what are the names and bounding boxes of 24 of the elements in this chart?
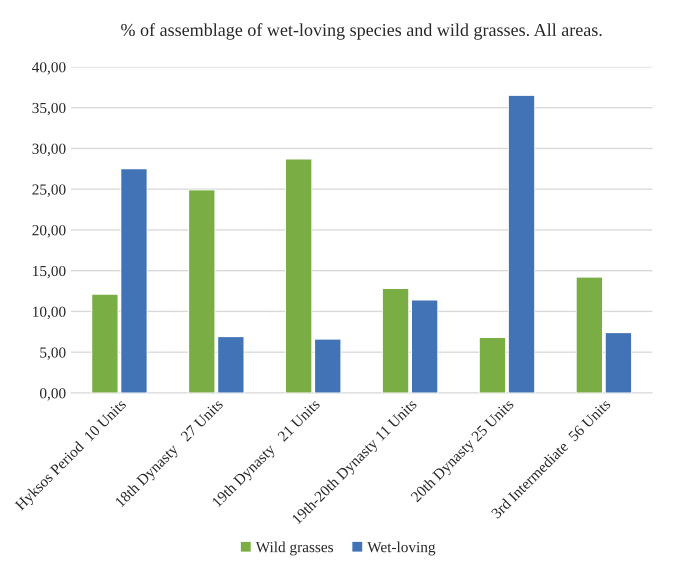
y-tick-label: 25,00 [32, 184, 66, 197]
bar [314, 338, 342, 393]
bar [478, 337, 506, 393]
y-tick-label: 0,00 [40, 388, 66, 401]
chart-title: % of assemblage of wet-loving species and wild grasses. All areas. [121, 23, 602, 40]
legend-label: Wet-loving [367, 541, 436, 556]
bar [411, 300, 438, 393]
bar [120, 168, 148, 393]
y-tick-label: 35,00 [32, 102, 66, 116]
bar [576, 276, 603, 393]
bar [508, 95, 536, 393]
bar [382, 288, 410, 393]
bar [91, 294, 118, 393]
legend-label: Wild grasses [256, 541, 334, 556]
bar [217, 336, 244, 393]
y-tick-label: 30,00 [32, 144, 66, 156]
y-tick-label: 15,00 [33, 266, 66, 278]
bar [604, 332, 632, 393]
y-tick-label: 20,00 [32, 225, 66, 238]
y-tick-label: 10,00 [33, 306, 66, 320]
y-tick-label: 5,00 [40, 347, 66, 360]
bar [285, 158, 312, 393]
y-tick-label: 40,00 [32, 62, 66, 75]
bar [188, 190, 216, 393]
